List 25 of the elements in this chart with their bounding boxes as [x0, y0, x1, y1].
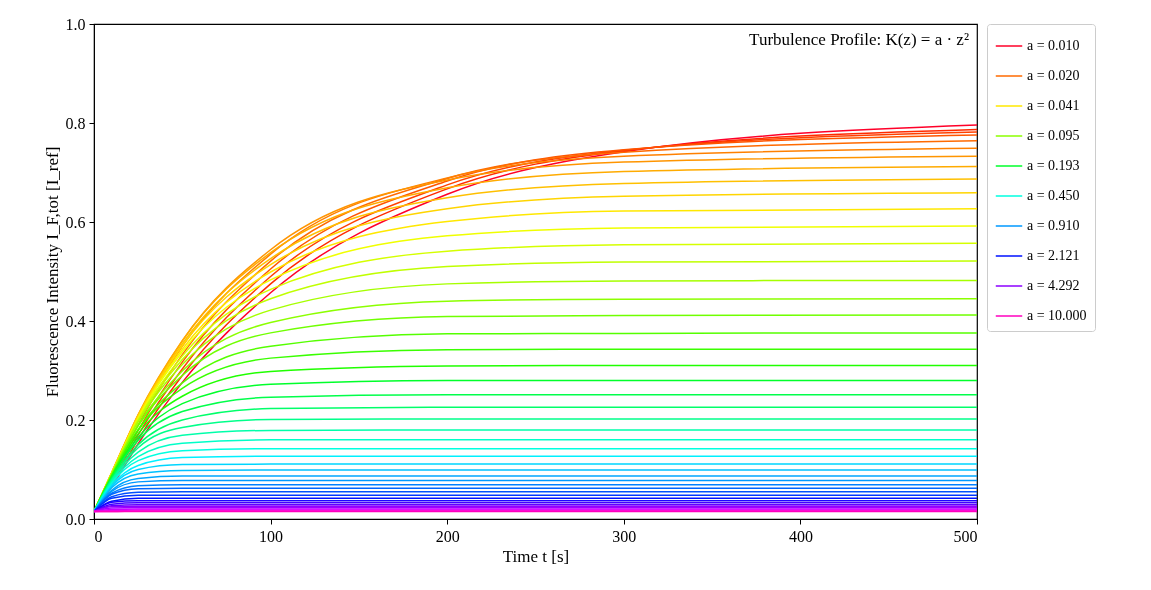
legend-label: a = 0.193	[1027, 158, 1080, 173]
x-tick-label: 300	[612, 527, 637, 545]
y-tick-label: 0.8	[65, 114, 86, 132]
legend-label: a = 0.450	[1027, 188, 1080, 203]
legend-label: a = 4.292	[1027, 278, 1080, 293]
y-tick-label: 0.6	[65, 213, 86, 231]
legend-label: a = 10.000	[1027, 308, 1087, 323]
x-tick-label: 500	[953, 527, 978, 545]
legend-label: a = 2.121	[1027, 248, 1080, 263]
y-tick-label: 0.0	[65, 510, 86, 528]
y-tick-label: 1.0	[65, 15, 86, 33]
x-axis-title: Time t [s]	[502, 546, 570, 566]
x-tick-label: 0	[94, 527, 103, 545]
annotation: Turbulence Profile: K(z) = a · z²	[749, 30, 969, 49]
legend-label: a = 0.095	[1027, 128, 1080, 143]
legend-label: a = 0.010	[1027, 38, 1080, 53]
legend-label: a = 0.041	[1027, 98, 1080, 113]
legend-label: a = 0.910	[1027, 218, 1080, 233]
y-tick-label: 0.4	[65, 312, 86, 330]
x-tick-label: 100	[259, 527, 284, 545]
legend-label: a = 0.020	[1027, 68, 1080, 83]
x-tick-label: 200	[435, 527, 460, 545]
y-axis-title: Fluorescence Intensity I_F,tot [I_ref]	[42, 146, 62, 398]
x-tick-label: 400	[788, 527, 813, 545]
y-tick-label: 0.2	[65, 411, 86, 429]
